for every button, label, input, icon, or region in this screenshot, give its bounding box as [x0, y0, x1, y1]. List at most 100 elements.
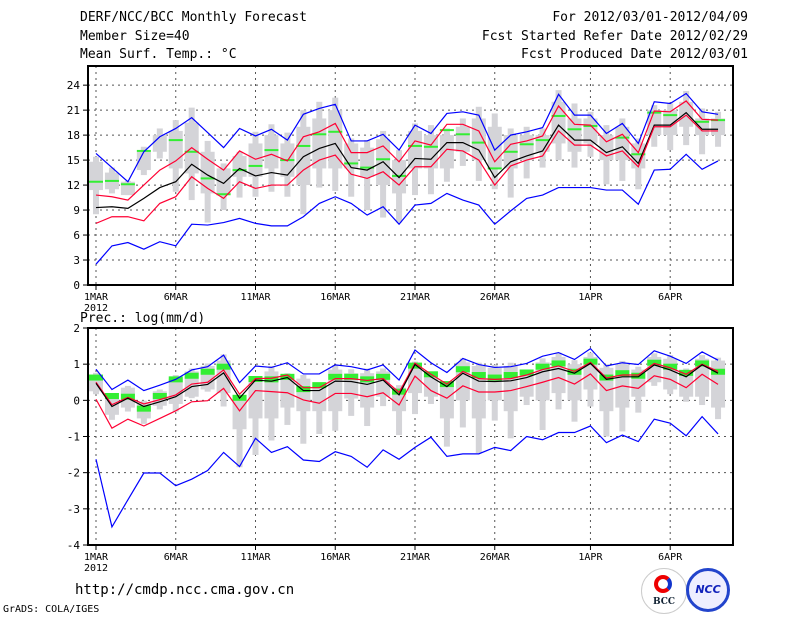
spread-box	[423, 375, 438, 397]
y-tick-label: -3	[67, 503, 80, 516]
source-url[interactable]: http://cmdp.ncc.cma.gov.cn	[75, 582, 295, 598]
observed-marker	[471, 141, 486, 144]
spread-box	[631, 143, 646, 169]
y-tick-label: 12	[67, 179, 80, 192]
panel-temperature: 0 3 6 9 12 15 18 21 24 1MAR 6MAR 11MAR 16MAR 21MAR 26M…	[67, 65, 734, 314]
precip-label: Prec.: log(mm/d)	[80, 311, 206, 326]
observed-marker	[631, 153, 646, 156]
observed-marker	[104, 392, 119, 399]
spread-box	[423, 135, 438, 169]
observed-marker	[376, 373, 391, 380]
observed-marker	[392, 174, 407, 177]
spread-box	[232, 396, 247, 430]
observed-marker	[280, 373, 295, 380]
spread-box	[136, 151, 151, 171]
spread-box	[328, 110, 343, 169]
x-tick-label: 1APR	[578, 552, 603, 563]
spread-box	[679, 371, 694, 397]
spread-box	[264, 371, 279, 419]
observed-marker	[104, 179, 119, 182]
observed-marker	[631, 372, 646, 379]
observed-marker	[344, 373, 359, 380]
series-line-min	[95, 153, 719, 265]
spread-box	[535, 362, 550, 401]
observed-marker	[663, 114, 678, 117]
x-tick-label: 26MAR	[480, 552, 511, 563]
observed-marker	[455, 133, 470, 136]
bcc-logo-text: BCC	[652, 597, 676, 607]
observed-marker	[216, 363, 231, 370]
spread-box	[216, 168, 231, 194]
x-tick-label: 6APR	[658, 552, 683, 563]
series-line-lower	[95, 373, 719, 430]
spread-box	[200, 151, 215, 194]
observed-marker	[535, 139, 550, 142]
produced-date: Fcst Produced Date 2012/03/01	[521, 47, 748, 62]
start-date: Fcst Started Refer Date 2012/02/29	[481, 29, 748, 44]
spread-box	[663, 358, 678, 390]
observed-marker	[408, 144, 422, 147]
observed-marker	[184, 372, 199, 379]
observed-marker	[487, 167, 502, 170]
y-tick-label: 15	[67, 154, 80, 167]
y-tick-label: -2	[67, 467, 80, 480]
spread-box	[168, 130, 183, 169]
spread-box	[439, 135, 454, 169]
observed-marker	[296, 386, 311, 393]
observed-marker	[152, 392, 167, 399]
observed-marker	[487, 374, 502, 381]
spread-box	[344, 143, 359, 169]
observed-marker	[216, 193, 231, 196]
observed-marker	[89, 374, 103, 381]
spread-box	[663, 110, 678, 136]
plot-frame	[87, 65, 734, 286]
member-size: Member Size=40	[80, 29, 190, 44]
year-label: 2012	[84, 303, 108, 314]
observed-marker	[711, 368, 726, 375]
observed-marker	[423, 145, 438, 148]
series-line-min	[95, 415, 719, 529]
y-tick-label: 0	[73, 279, 80, 292]
observed-marker	[551, 360, 566, 367]
x-tick-label: 16MAR	[320, 552, 351, 563]
observed-marker	[695, 120, 710, 123]
observed-marker	[264, 376, 279, 383]
y-tick-label: 18	[67, 129, 80, 142]
observed-marker	[519, 143, 534, 146]
spread-box	[312, 118, 327, 169]
observed-marker	[312, 382, 327, 389]
y-tick-label: 3	[73, 254, 80, 267]
bcc-logo: BCC	[641, 568, 687, 614]
observed-marker	[200, 177, 215, 180]
observed-marker	[663, 363, 678, 370]
y-tick-label: 0	[73, 394, 80, 407]
observed-marker	[328, 373, 343, 380]
x-tick-label: 21MAR	[400, 292, 431, 303]
y-tick-label: 1	[73, 358, 80, 371]
x-tick-label: 21MAR	[400, 552, 431, 563]
observed-marker	[264, 149, 279, 152]
x-tick-label: 1MAR	[84, 552, 109, 563]
spread-whisker	[236, 394, 243, 468]
observed-marker	[136, 149, 151, 152]
series-line-upper	[95, 361, 719, 406]
spread-box	[248, 380, 263, 419]
observed-marker	[439, 129, 454, 132]
spread-box	[152, 135, 167, 152]
observed-marker	[679, 369, 694, 376]
observed-marker	[184, 150, 199, 153]
grads-credit: GrADS: COLA/IGES	[3, 604, 100, 615]
year-label: 2012	[84, 563, 108, 574]
observed-marker	[296, 144, 311, 147]
spread-box	[455, 126, 470, 152]
observed-marker	[120, 393, 135, 400]
observed-marker	[89, 180, 103, 183]
plot-frame	[87, 327, 734, 546]
series-line-max	[95, 92, 719, 183]
observed-marker	[503, 372, 518, 379]
spread-box	[567, 118, 582, 152]
observed-marker	[615, 370, 630, 377]
observed-marker	[360, 376, 375, 383]
observed-marker	[551, 114, 566, 117]
